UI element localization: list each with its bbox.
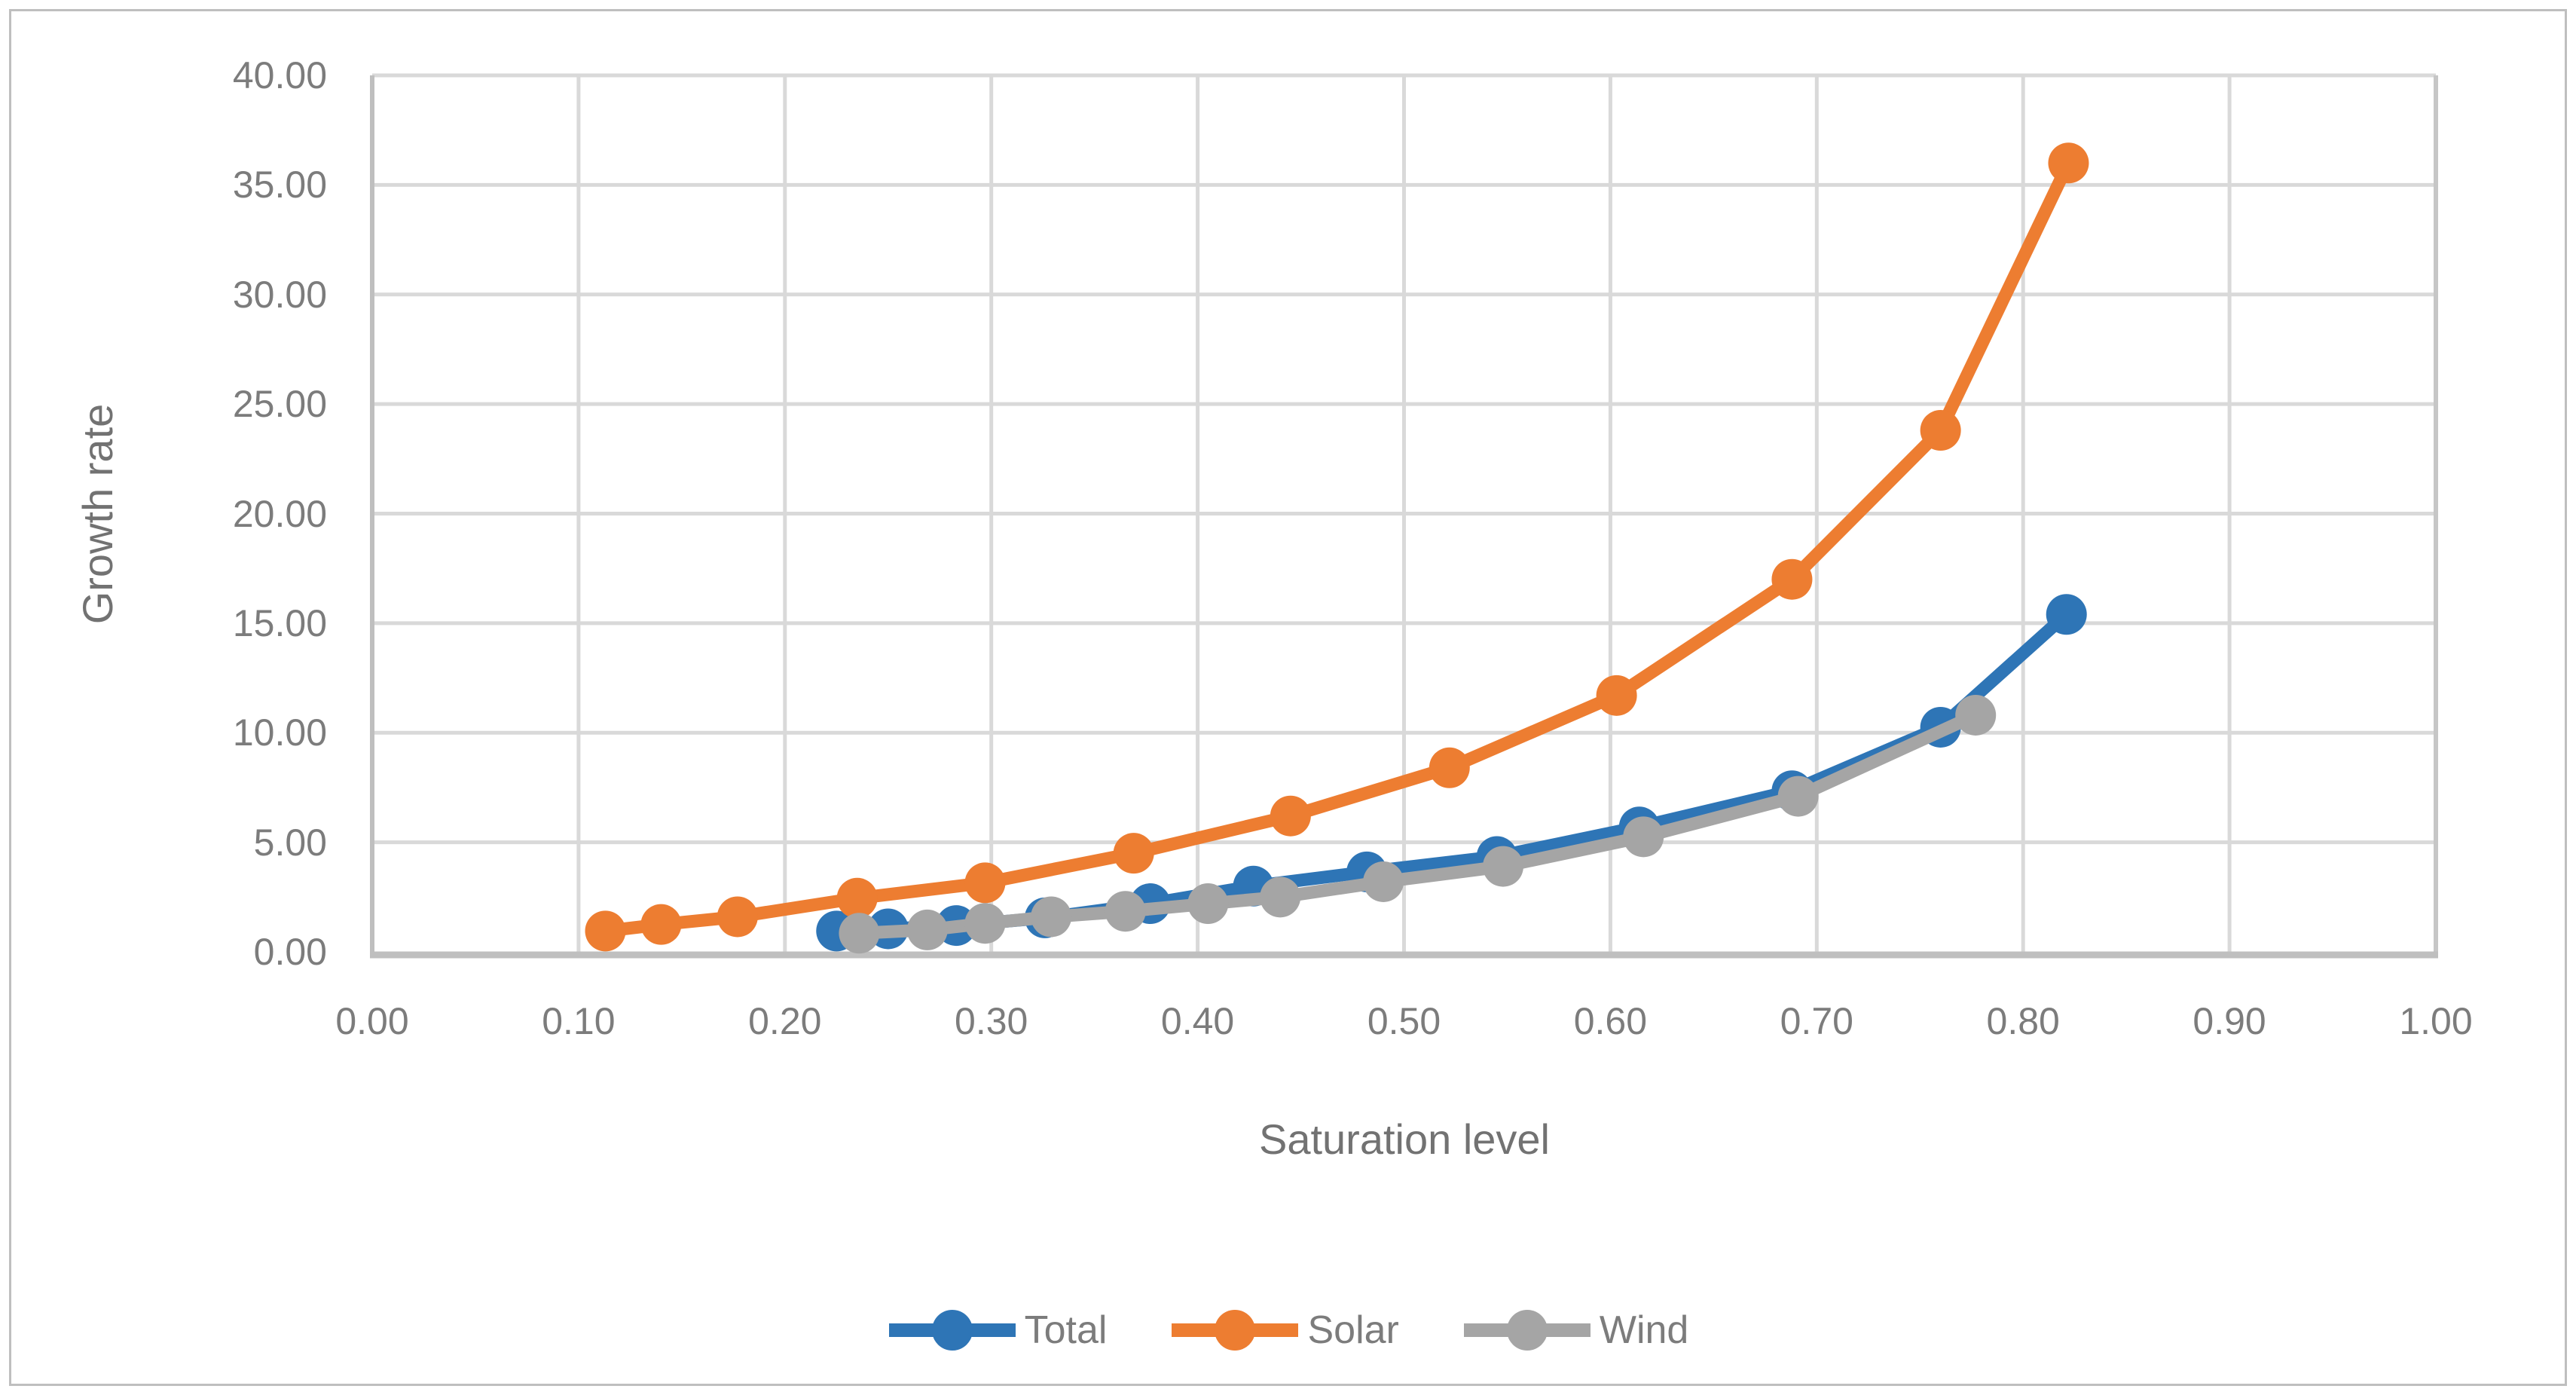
- series-solar-marker[interactable]: [1270, 795, 1311, 837]
- series-wind-marker[interactable]: [1031, 896, 1072, 938]
- y-tick-label: 0.00: [253, 931, 327, 973]
- series-solar-marker[interactable]: [1596, 675, 1637, 716]
- series-wind-marker[interactable]: [906, 909, 948, 950]
- legend-item-wind[interactable]: Wind: [1462, 1304, 1688, 1357]
- x-tick-label: 0.10: [542, 1000, 616, 1042]
- y-tick-label: 15.00: [232, 601, 327, 644]
- x-tick-label: 0.80: [1986, 1000, 2060, 1042]
- series-solar[interactable]: [585, 142, 2089, 952]
- series-wind-marker[interactable]: [1482, 846, 1523, 887]
- series-wind-marker[interactable]: [1187, 883, 1229, 925]
- y-tick-label: 10.00: [232, 711, 327, 754]
- series-solar-marker[interactable]: [1771, 558, 1813, 600]
- x-tick-label: 0.50: [1367, 1000, 1441, 1042]
- y-axis-title[interactable]: Growth rate: [74, 403, 121, 625]
- series-solar-marker[interactable]: [836, 877, 878, 919]
- series-total-marker[interactable]: [2046, 594, 2087, 635]
- y-tick-label: 25.00: [232, 383, 327, 426]
- series-wind-marker[interactable]: [839, 913, 880, 954]
- x-tick-label: 0.40: [1160, 1000, 1235, 1042]
- x-tick-label: 0.60: [1573, 1000, 1648, 1042]
- legend-label-solar: Solar: [1307, 1308, 1399, 1352]
- legend-marker-total-icon: [888, 1310, 1016, 1351]
- series-wind-marker[interactable]: [1363, 861, 1404, 902]
- series-solar-marker[interactable]: [1429, 747, 1470, 788]
- series-wind-marker[interactable]: [1105, 891, 1146, 932]
- series-solar-marker[interactable]: [1113, 833, 1154, 874]
- series-solar-marker[interactable]: [640, 904, 682, 945]
- legend-marker-wind-icon: [1463, 1310, 1591, 1351]
- series-wind-marker[interactable]: [964, 903, 1006, 944]
- series-solar-marker[interactable]: [585, 910, 626, 952]
- x-tick-label: 0.30: [955, 1000, 1028, 1042]
- y-tick-label: 30.00: [232, 273, 327, 316]
- x-tick-label: 0.70: [1780, 1000, 1853, 1042]
- y-tick-label: 35.00: [232, 164, 327, 206]
- y-tick-label: 20.00: [232, 492, 327, 535]
- series-solar-line[interactable]: [599, 156, 2075, 938]
- x-tick-label: 1.00: [2399, 1000, 2473, 1042]
- series-wind-marker[interactable]: [1777, 776, 1819, 817]
- series-wind-line[interactable]: [852, 708, 1982, 940]
- x-tick-label: 0.90: [2193, 1000, 2266, 1042]
- chart-legend: Total Solar Wind: [0, 1281, 2576, 1379]
- y-tick-label: 40.00: [232, 54, 327, 96]
- series-wind-marker[interactable]: [1955, 694, 1997, 736]
- series-solar-marker[interactable]: [1920, 410, 1961, 451]
- x-tick-label: 0.20: [748, 1000, 822, 1042]
- gridlines: [372, 73, 2438, 952]
- x-axis-title[interactable]: Saturation level: [1258, 1115, 1550, 1163]
- series-solar-marker[interactable]: [717, 896, 758, 938]
- series-wind[interactable]: [839, 694, 1997, 954]
- legend-item-solar[interactable]: Solar: [1170, 1304, 1399, 1357]
- y-tick-label: 5.00: [253, 821, 327, 864]
- legend-label-wind: Wind: [1599, 1308, 1689, 1352]
- series-wind-marker[interactable]: [1260, 876, 1301, 918]
- legend-label-total: Total: [1024, 1308, 1108, 1352]
- series-solar-marker[interactable]: [964, 862, 1006, 904]
- series-solar-marker[interactable]: [2048, 142, 2089, 184]
- series-wind-marker[interactable]: [1623, 816, 1664, 858]
- legend-marker-solar-icon: [1172, 1310, 1299, 1351]
- legend-item-total[interactable]: Total: [888, 1304, 1108, 1357]
- x-tick-label: 0.00: [335, 1000, 409, 1042]
